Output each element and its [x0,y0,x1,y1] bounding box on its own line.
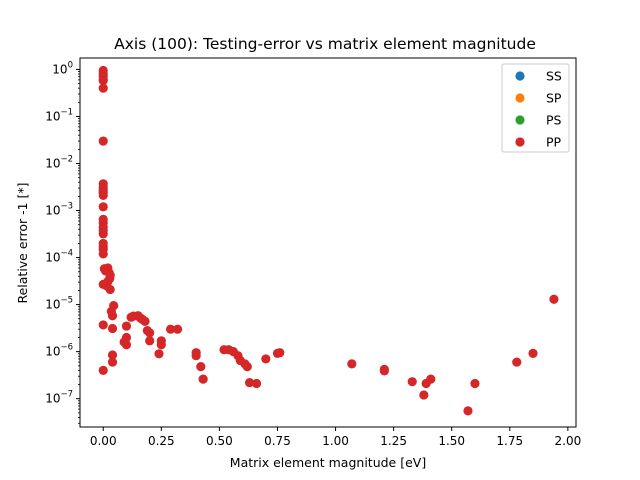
legend-label-sp: SP [546,91,562,106]
data-point-pp [407,377,417,387]
x-tick-label: 1.25 [380,434,407,448]
x-tick-label: 1.00 [322,434,349,448]
data-point-pp [107,357,118,367]
data-point-pp [426,374,436,384]
data-point-pp [98,190,108,200]
data-point-pp [166,324,176,334]
data-point-pp [419,390,429,400]
x-axis-ticks: 0.00 0.25 0.50 0.75 1.00 1.25 1.50 1.75 2.00 [90,427,581,448]
x-tick-label: 1.75 [496,434,523,448]
y-axis-ticks: 10−7 10−6 10−5 10−4 10−3 10−2 10−1 100 [45,60,80,424]
legend: SS SP PS PP [501,63,570,153]
data-point-pp [196,362,206,372]
data-point-pp [98,202,108,212]
legend-label-pp: PP [546,135,562,150]
data-point-pp [156,340,166,350]
x-tick-label: 0.75 [264,434,291,448]
data-point-pp [191,351,201,361]
legend-frame [501,63,570,153]
data-point-pp [251,378,262,389]
data-point-pp [98,320,108,330]
legend-marker-ps [515,115,525,125]
data-point-pp [140,316,150,326]
data-point-pp [261,354,271,364]
data-point-pp [198,374,208,384]
x-axis-label: Matrix element magnitude [eV] [230,455,426,470]
data-point-pp [528,348,538,358]
y-tick-label: 100 [52,60,73,76]
data-point-pp [105,284,115,295]
data-point-pp [121,340,132,350]
data-point-pp [470,378,480,389]
data-point-pp [145,328,155,338]
x-tick-label: 0.50 [206,434,233,448]
data-point-pp [107,311,118,321]
y-tick-label: 10−7 [45,390,73,406]
y-tick-label: 10−2 [45,155,73,171]
data-point-pp [98,229,108,239]
data-point-pp [347,359,357,369]
data-point-pp [172,324,183,334]
data-point-pp [275,348,285,358]
data-point-pp [463,406,473,416]
y-tick-label: 10−6 [45,343,73,359]
data-point-pp [98,75,108,86]
data-point-pp [549,294,559,304]
data-point-pp [145,336,155,346]
data-points [98,65,559,416]
x-tick-label: 0.25 [148,434,175,448]
data-point-pp [512,357,522,367]
plot-frame [79,57,577,428]
data-point-pp [154,349,164,359]
x-tick-label: 2.00 [555,434,582,448]
data-point-pp [379,364,389,374]
y-tick-label: 10−3 [45,202,73,218]
data-point-pp [98,83,108,93]
legend-marker-ss [515,71,525,81]
y-tick-label: 10−4 [45,249,73,265]
legend-label-ss: SS [546,69,562,84]
y-tick-label: 10−5 [45,296,73,312]
chart-title: Axis (100): Testing-error vs matrix elem… [114,35,536,53]
data-point-pp [121,321,132,331]
data-point-pp [107,323,118,334]
data-point-pp [107,350,118,360]
x-tick-label: 0.00 [90,434,117,448]
legend-marker-sp [515,93,525,103]
y-axis-label: Relative error -1 [*] [15,182,30,303]
data-point-pp [98,365,108,375]
legend-marker-pp [515,137,525,147]
x-tick-label: 1.50 [438,434,465,448]
data-point-pp [98,136,108,146]
data-point-pp [98,249,108,259]
y-tick-label: 10−1 [45,107,73,123]
legend-label-ps: PS [546,113,562,128]
data-point-pp [242,362,252,372]
data-point-pp [244,377,255,388]
